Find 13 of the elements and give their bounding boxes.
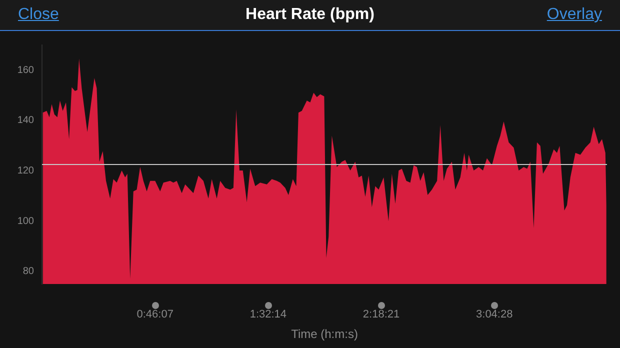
y-tick-label: 120 [17, 166, 34, 177]
x-tick-label: 1:32:14 [250, 308, 287, 321]
text: Close [18, 6, 59, 24]
text: Overlay [546, 6, 602, 24]
x-tick-label: 2:18:21 [362, 308, 400, 321]
y-tick-label: 80 [22, 266, 34, 278]
y-tick-label: 160 [17, 64, 34, 76]
x-tick-label: 0:46:07 [136, 308, 174, 321]
x-tick-label: 3:04:28 [476, 308, 513, 321]
y-tick-label: 100 [17, 216, 34, 227]
x-axis-title: Time (h:m:s) [291, 327, 358, 342]
y-tick-label: 140 [17, 115, 34, 126]
chart-title: Heart Rate (bpm) [246, 6, 374, 23]
